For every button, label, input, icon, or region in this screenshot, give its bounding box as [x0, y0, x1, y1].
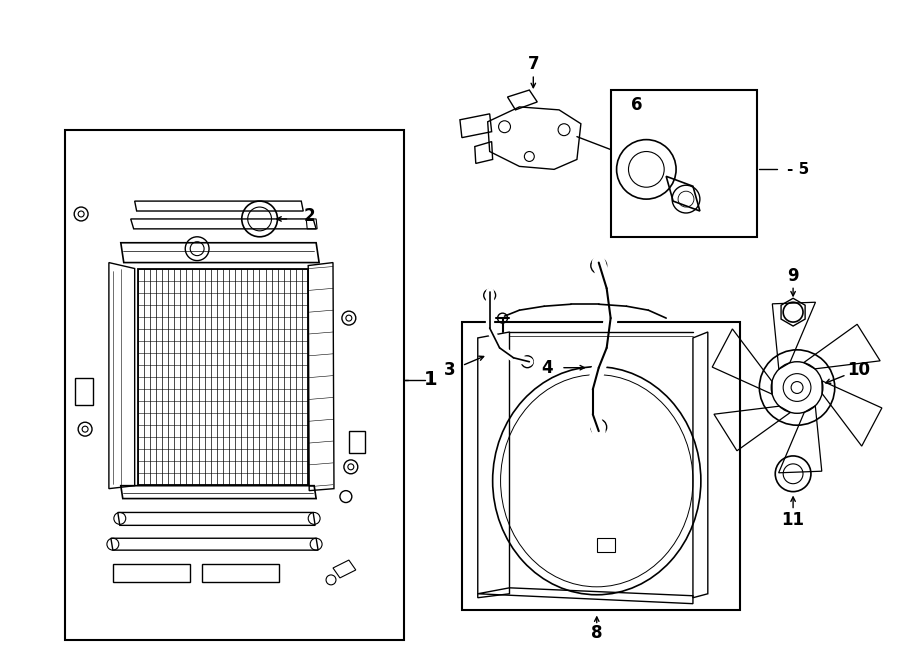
Bar	[597, 538, 615, 552]
Bar	[202, 564, 279, 582]
Text: 9: 9	[788, 268, 799, 286]
Text: 4: 4	[542, 359, 553, 377]
Bar	[610, 90, 758, 237]
Text: 10: 10	[847, 361, 870, 379]
Text: 2: 2	[303, 207, 315, 225]
Text: 3: 3	[445, 361, 455, 379]
Text: 8: 8	[591, 625, 602, 642]
Bar	[66, 130, 404, 641]
Bar	[462, 322, 740, 609]
Text: 1: 1	[423, 370, 437, 389]
Bar	[76, 377, 93, 405]
Text: - 5: - 5	[788, 162, 809, 177]
Bar	[112, 564, 190, 582]
Bar	[138, 268, 308, 485]
Text: 11: 11	[781, 512, 805, 529]
Text: 6: 6	[631, 96, 643, 114]
Text: 7: 7	[527, 56, 539, 73]
Bar	[349, 431, 364, 453]
